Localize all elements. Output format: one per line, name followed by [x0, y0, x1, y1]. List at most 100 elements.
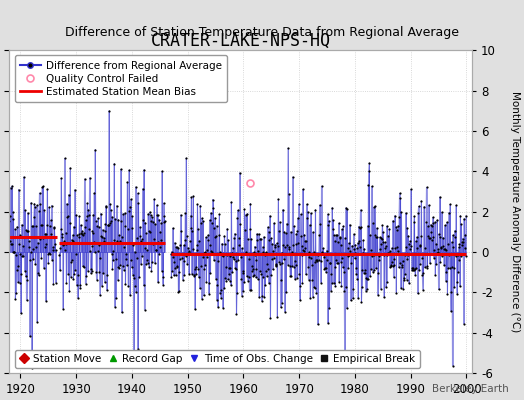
Point [15, 232, 24, 238]
Point [103, 287, 111, 293]
Point [256, 236, 264, 242]
Point [131, 282, 139, 289]
Point [367, 183, 376, 190]
Point [147, 268, 156, 274]
Point [264, 266, 272, 272]
Point [14, 263, 22, 269]
Point [5, 218, 14, 224]
Point [440, 246, 448, 252]
Point [196, 202, 204, 209]
Point [231, 230, 239, 237]
Point [169, 254, 178, 261]
Point [47, 202, 56, 209]
Point [452, 202, 461, 208]
Point [334, 260, 343, 266]
Point [129, 351, 138, 357]
Point [356, 207, 365, 213]
Point [87, 270, 95, 277]
Point [441, 245, 449, 252]
Point [400, 277, 408, 283]
Point [456, 283, 464, 290]
Point [50, 224, 58, 230]
Point [98, 234, 106, 240]
Point [414, 210, 422, 216]
Point [215, 232, 223, 238]
Point [367, 266, 375, 272]
Point [265, 236, 274, 243]
Point [310, 284, 319, 291]
Point [96, 210, 105, 217]
Point [364, 181, 373, 188]
Point [333, 232, 342, 238]
Point [47, 230, 56, 237]
Point [96, 292, 104, 298]
Point [452, 253, 460, 260]
Point [344, 265, 353, 271]
Point [285, 246, 293, 252]
Point [265, 280, 273, 286]
Point [238, 270, 247, 277]
Point [239, 288, 247, 294]
Point [375, 252, 384, 259]
Point [385, 250, 393, 256]
Point [9, 216, 18, 222]
Point [418, 255, 426, 262]
Point [227, 282, 235, 288]
Point [375, 257, 383, 263]
Point [97, 232, 105, 239]
Point [365, 167, 373, 174]
Point [241, 251, 249, 257]
Point [84, 268, 92, 274]
Point [321, 251, 330, 258]
Point [402, 277, 411, 283]
Point [16, 251, 25, 258]
Point [256, 236, 265, 242]
Point [416, 260, 424, 267]
Point [72, 251, 80, 257]
Point [68, 232, 77, 238]
Point [110, 237, 118, 243]
Point [455, 241, 464, 248]
Point [15, 186, 23, 193]
Point [21, 273, 30, 280]
Point [108, 266, 117, 273]
Point [424, 223, 432, 230]
Point [37, 222, 45, 228]
Point [332, 232, 340, 238]
Point [26, 257, 35, 263]
Point [117, 218, 125, 224]
Point [306, 295, 314, 301]
Point [364, 275, 372, 282]
Point [112, 256, 121, 262]
Point [43, 222, 51, 228]
Point [215, 248, 224, 255]
Point [264, 224, 272, 230]
Point [244, 236, 252, 243]
Point [255, 294, 264, 301]
Point [380, 294, 388, 300]
Point [92, 269, 101, 276]
Point [348, 242, 356, 249]
Point [355, 238, 363, 244]
Point [428, 222, 436, 229]
Point [442, 247, 450, 253]
Point [176, 242, 184, 249]
Point [169, 225, 177, 231]
Point [216, 287, 225, 293]
Point [148, 214, 157, 220]
Point [150, 236, 158, 242]
Point [115, 265, 123, 271]
Point [313, 257, 321, 263]
Point [66, 164, 74, 171]
Point [296, 297, 304, 304]
Point [422, 184, 431, 190]
Point [345, 252, 354, 258]
Point [63, 200, 71, 207]
Point [330, 232, 338, 238]
Point [26, 333, 34, 340]
Point [321, 265, 329, 271]
Point [88, 268, 96, 274]
Point [114, 216, 123, 223]
Point [168, 248, 176, 255]
Point [388, 244, 396, 251]
